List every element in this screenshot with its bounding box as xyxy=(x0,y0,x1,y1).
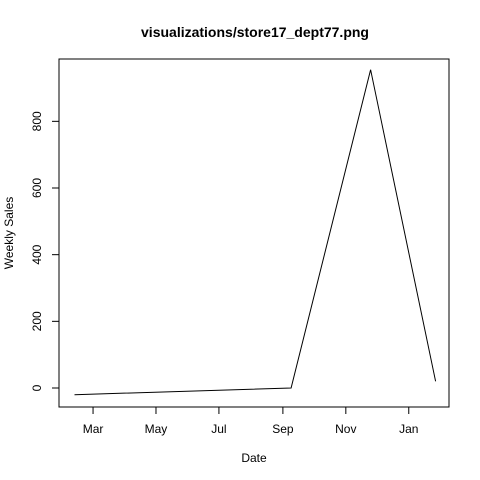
plot-frame xyxy=(58,58,450,408)
x-tick-label-3: Sep xyxy=(272,422,294,436)
y-tick-label-2: 400 xyxy=(30,244,44,264)
x-tick-label-1: May xyxy=(145,422,168,436)
x-tick-label-5: Jan xyxy=(399,422,418,436)
x-tick-label-4: Nov xyxy=(335,422,356,436)
y-tick-label-0: 0 xyxy=(30,384,44,391)
y-tick-label-3: 600 xyxy=(30,178,44,198)
x-axis-label: Date xyxy=(241,451,267,465)
series-line-0 xyxy=(74,69,437,396)
y-axis: 0 200 400 600 800 xyxy=(30,111,60,391)
x-tick-label-2: Jul xyxy=(211,422,226,436)
series-layer xyxy=(74,69,437,396)
x-tick-label-0: Mar xyxy=(83,422,104,436)
y-tick-label-4: 800 xyxy=(30,111,44,131)
y-tick-label-1: 200 xyxy=(30,311,44,331)
y-axis-label: Weekly Sales xyxy=(2,197,16,269)
chart-title: visualizations/store17_dept77.png xyxy=(141,24,369,40)
x-axis: Mar May Jul Sep Nov Jan xyxy=(83,406,418,436)
